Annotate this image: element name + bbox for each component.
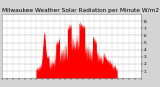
Text: Milwaukee Weather Solar Radiation per Minute W/m2 (Last 24 Hours): Milwaukee Weather Solar Radiation per Mi…: [2, 8, 160, 13]
